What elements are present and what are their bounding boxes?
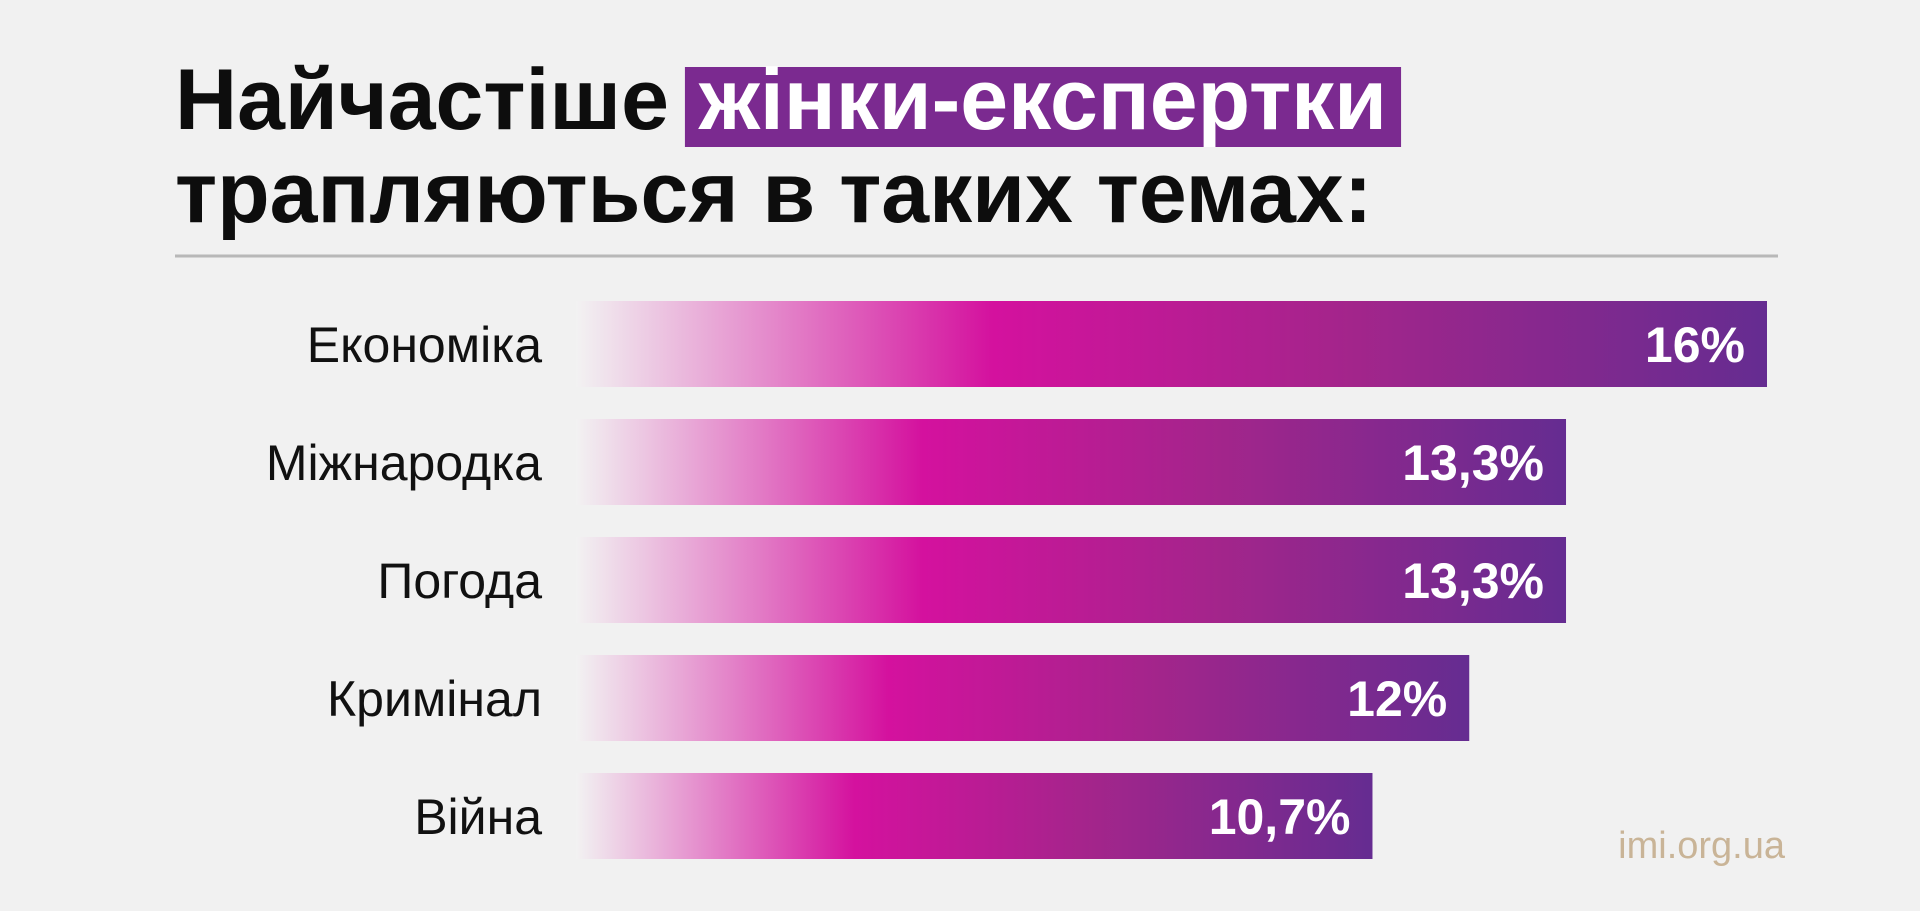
value-label: 12% bbox=[1347, 671, 1447, 727]
bar bbox=[576, 773, 1373, 859]
value-label: 13,3% bbox=[1402, 553, 1544, 609]
bar bbox=[576, 419, 1567, 505]
category-label: Війна bbox=[414, 789, 542, 845]
bar bbox=[576, 301, 1767, 387]
category-label: Міжнародка bbox=[266, 435, 542, 491]
category-label: Економіка bbox=[307, 317, 542, 373]
value-label: 16% bbox=[1645, 317, 1745, 373]
category-label: Погода bbox=[377, 553, 542, 609]
category-label: Кримінал bbox=[327, 671, 542, 727]
value-label: 10,7% bbox=[1209, 789, 1351, 845]
value-label: 13,3% bbox=[1402, 435, 1544, 491]
source: imi.org.ua bbox=[1618, 825, 1786, 867]
chart-title-end: трапляються в таких темах: bbox=[175, 145, 1372, 241]
bar bbox=[576, 655, 1470, 741]
title-highlight: жінки-експертки bbox=[698, 52, 1387, 148]
bar bbox=[576, 537, 1567, 623]
title-highlight-box bbox=[684, 67, 1402, 147]
chart-title: Найчастіше bbox=[175, 52, 669, 148]
